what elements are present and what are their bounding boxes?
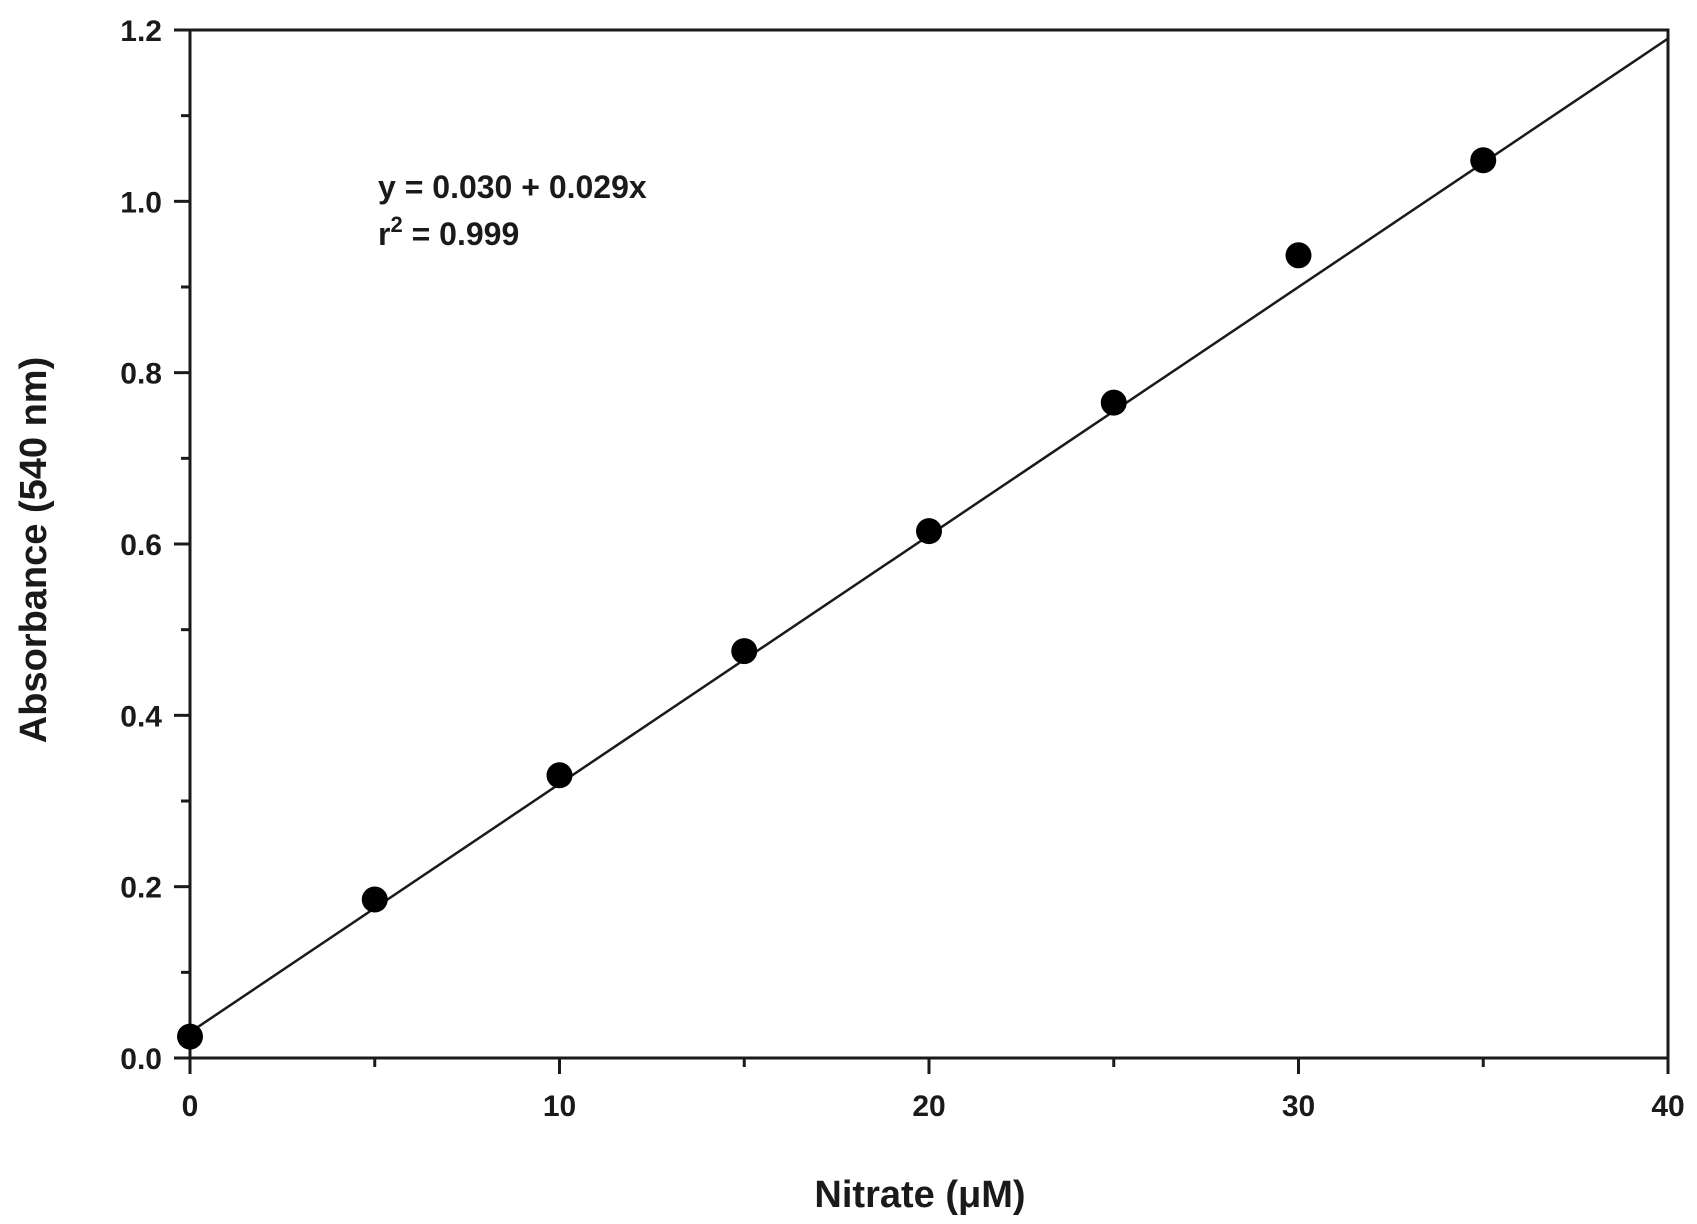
major-ticks [174,28,1670,1074]
data-point [1470,147,1497,174]
data-point [916,518,942,545]
y-tick-label: 1.0 [120,186,162,219]
y-axis-title: Absorbance (540 nm) [13,357,55,743]
x-tick-label: 20 [912,1090,945,1123]
x-tick-label: 0 [182,1090,199,1123]
x-tick-label: 10 [543,1090,576,1123]
data-point [1285,242,1312,269]
y-tick-label: 1.2 [120,15,162,48]
data-point [177,1023,203,1050]
data-point [1100,389,1127,416]
data-point [361,886,388,913]
data-points [177,147,1497,1050]
r-squared: r2 = 0.999 [378,212,519,252]
y-tick-label: 0.2 [120,872,162,905]
y-tick-label: 0.0 [120,1043,162,1076]
r-squared-superscript: 2 [390,212,402,237]
y-tick-label: 0.8 [120,358,162,391]
r-squared-value: = 0.999 [403,216,520,252]
x-tick-label: 40 [1651,1090,1684,1123]
tick-labels: 0 10 20 30 40 0.0 0.2 0.4 0.6 0.8 1.0 1.2 [120,15,1684,1123]
x-tick-label: 30 [1282,1090,1315,1123]
x-axis-title: Nitrate (μM) [814,1174,1025,1216]
data-point [546,762,573,789]
y-tick-label: 0.6 [120,529,162,562]
data-point [731,638,758,665]
y-tick-label: 0.4 [120,700,162,733]
r-squared-prefix: r [378,216,390,252]
minor-ticks [181,114,1485,1067]
fit-equation: y = 0.030 + 0.029x [378,169,647,205]
